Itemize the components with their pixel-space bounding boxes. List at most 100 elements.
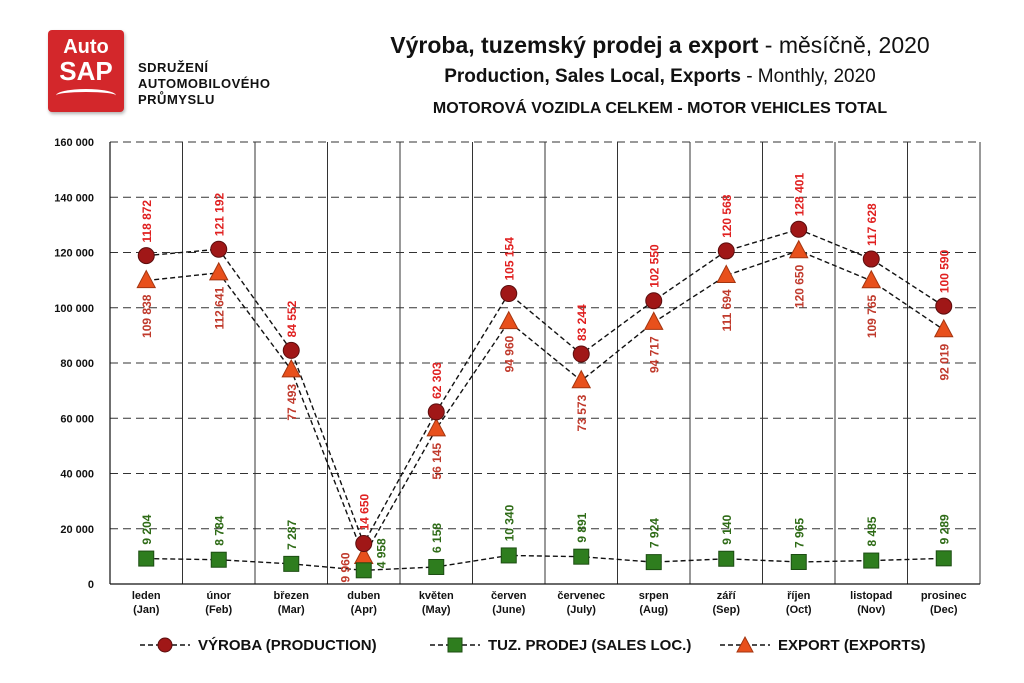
legend-production-label: VÝROBA (PRODUCTION) [198, 636, 377, 654]
x-tick-label: duben [347, 590, 380, 602]
x-tick-label: listopad [850, 590, 892, 602]
x-tick-label: prosinec [921, 590, 967, 602]
x-tick-label: září [717, 590, 737, 602]
x-tick-label-en: (Sep) [713, 604, 741, 616]
sales-data-label: 6 158 [430, 523, 444, 553]
export-data-label: 94 960 [503, 335, 517, 372]
legend: VÝROBA (PRODUCTION) TUZ. PRODEJ (SALES L… [140, 630, 960, 660]
export-point [861, 269, 882, 289]
x-tick-label-en: (Apr) [351, 604, 378, 616]
sales-data-label: 4 958 [375, 538, 389, 568]
x-tick-label-en: (Mar) [278, 604, 305, 616]
production-data-label: 121 192 [213, 193, 227, 237]
title-english-bold: Production, Sales Local, Exports [444, 66, 741, 87]
export-point [788, 239, 809, 259]
legend-exports-marker-icon [720, 635, 770, 653]
legend-production: VÝROBA (PRODUCTION) [140, 630, 377, 660]
production-point [500, 285, 518, 303]
production-data-label: 14 650 [358, 494, 372, 531]
sales-point [863, 552, 880, 569]
y-tick-label: 160 000 [54, 137, 94, 149]
export-data-label: 56 145 [430, 443, 444, 480]
production-data-label: 105 154 [503, 237, 517, 281]
organization-name: SDRUŽENÍ AUTOMOBILOVÉHO PRŮMYSLU [138, 60, 270, 108]
export-data-label: 120 650 [793, 264, 807, 308]
export-point [281, 358, 302, 378]
logo-text-top: Auto [63, 36, 109, 58]
y-tick-label: 0 [88, 579, 94, 591]
export-point [933, 318, 954, 338]
export-point [643, 311, 664, 330]
org-line-1: SDRUŽENÍ [138, 60, 209, 75]
autosap-logo: Auto SAP [48, 30, 124, 112]
export-data-label: 112 641 [213, 287, 227, 330]
sales-data-label: 10 340 [503, 504, 517, 541]
series-line-triangle [146, 249, 945, 559]
legend-production-marker-icon [140, 637, 190, 653]
production-point [862, 250, 880, 268]
x-tick-label: říjen [787, 590, 811, 602]
sales-data-label: 7 924 [648, 518, 662, 548]
sales-point [718, 550, 735, 567]
export-data-label: 92 019 [938, 343, 952, 380]
x-tick-label: březen [274, 590, 310, 602]
legend-exports: EXPORT (EXPORTS) [720, 630, 926, 660]
x-tick-label: červenec [557, 590, 605, 602]
x-tick-label-en: (Feb) [205, 604, 232, 616]
chart-subtitle: MOTOROVÁ VOZIDLA CELKEM - MOTOR VEHICLES… [432, 100, 888, 117]
y-tick-label: 20 000 [60, 524, 94, 536]
sales-data-label: 9 204 [140, 514, 154, 544]
legend-sales: TUZ. PRODEJ (SALES LOC.) [430, 630, 691, 660]
x-tick-label-en: (June) [492, 604, 525, 616]
title-english: Production, Sales Local, Exports - Month… [330, 66, 990, 88]
sales-data-label: 7 287 [285, 520, 299, 550]
legend-sales-label: TUZ. PRODEJ (SALES LOC.) [488, 636, 692, 654]
sales-data-label: 8 784 [213, 515, 227, 545]
export-point [208, 261, 229, 281]
x-tick-label: květen [419, 590, 454, 602]
y-tick-label: 60 000 [60, 413, 94, 425]
legend-exports-label: EXPORT (EXPORTS) [778, 636, 926, 654]
export-point [426, 417, 447, 437]
x-tick-label: červen [491, 590, 527, 602]
title-czech-rest: - měsíčně, 2020 [758, 32, 930, 58]
series-line-circle [146, 228, 945, 546]
logo-car-icon [56, 89, 116, 102]
title-english-rest: - Monthly, 2020 [740, 66, 876, 87]
production-point [355, 535, 373, 553]
org-line-2: AUTOMOBILOVÉHO [138, 76, 271, 91]
production-point [282, 341, 300, 359]
production-point [572, 345, 590, 363]
sales-point [428, 558, 445, 575]
sales-point [790, 553, 807, 570]
x-tick-label-en: (Nov) [857, 604, 885, 616]
export-point [498, 310, 519, 330]
sales-point [138, 550, 155, 567]
production-data-label: 117 628 [865, 203, 879, 246]
export-data-label: 111 694 [720, 289, 734, 331]
production-data-label: 84 552 [285, 300, 299, 337]
production-point [427, 403, 445, 421]
sales-point [935, 550, 952, 567]
y-tick-label: 80 000 [60, 358, 94, 370]
production-point [935, 297, 953, 315]
export-point [136, 269, 157, 289]
production-data-label: 83 244 [575, 304, 589, 341]
org-line-3: PRŮMYSLU [138, 92, 215, 107]
title-czech: Výroba, tuzemský prodej a export - měsíč… [330, 32, 990, 59]
series-line-square [146, 554, 944, 572]
x-tick-label: únor [207, 590, 232, 602]
legend-sales-marker-icon [430, 637, 480, 653]
sales-point [645, 554, 662, 571]
sales-data-label: 9 289 [938, 514, 952, 544]
y-tick-label: 120 000 [54, 248, 94, 260]
production-point [645, 292, 663, 310]
production-data-label: 102 550 [648, 244, 662, 288]
x-tick-label-en: (Aug) [639, 604, 668, 616]
sales-point [210, 551, 227, 568]
export-data-label: 109 765 [865, 294, 879, 338]
production-point [210, 240, 228, 258]
sales-point [573, 548, 590, 565]
sales-data-label: 7 965 [793, 518, 807, 548]
sales-point [500, 547, 517, 564]
